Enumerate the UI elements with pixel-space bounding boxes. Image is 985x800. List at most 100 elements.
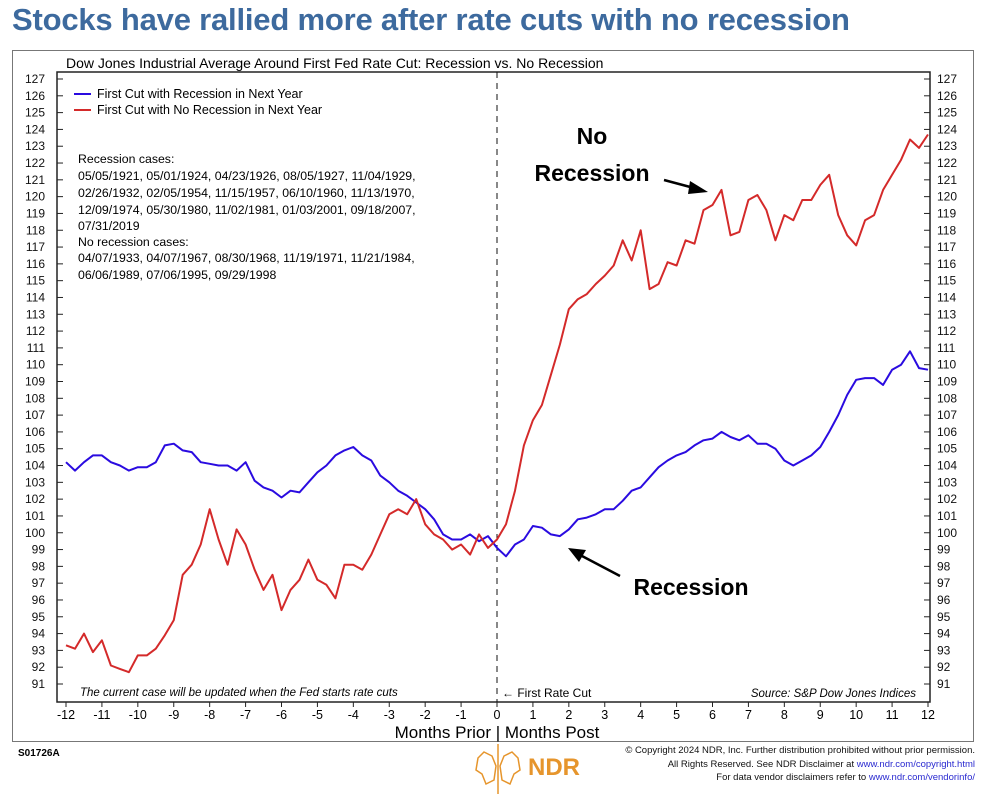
y-tick-label-right: 120 (937, 190, 957, 204)
y-tick-label-left: 96 (32, 593, 46, 607)
logo-text: NDR (528, 754, 580, 781)
vendor-line: For data vendor disclaimers refer to (716, 772, 867, 783)
series-line-no-recession (65, 133, 929, 674)
x-tick-label: -10 (129, 708, 147, 722)
y-tick-label-right: 113 (937, 307, 956, 321)
y-tick-label-right: 99 (937, 543, 951, 557)
no-recession-cases-line: 06/06/1989, 07/06/1995, 09/29/1998 (78, 268, 276, 282)
x-tick-label: -5 (312, 708, 323, 722)
annotation-recession: Recession (633, 574, 748, 600)
y-tick-label-right: 104 (937, 459, 957, 473)
y-tick-label-left: 99 (32, 543, 46, 557)
y-tick-label-right: 105 (937, 442, 957, 456)
y-tick-label-left: 118 (26, 223, 45, 237)
y-tick-label-left: 114 (26, 290, 45, 304)
y-tick-label-left: 120 (25, 190, 45, 204)
y-tick-label-left: 105 (25, 442, 45, 456)
current-case-note: The current case will be updated when th… (80, 687, 398, 699)
y-tick-label-right: 96 (937, 593, 951, 607)
y-tick-label-left: 101 (25, 509, 45, 523)
y-tick-label-right: 106 (937, 425, 957, 439)
x-tick-label: 6 (709, 708, 716, 722)
x-tick-label: 2 (565, 708, 572, 722)
y-tick-label-right: 111 (937, 341, 956, 355)
y-tick-label-right: 118 (937, 223, 956, 237)
x-tick-label: -9 (168, 708, 179, 722)
y-tick-label-right: 98 (937, 559, 951, 573)
legend-label-recession: First Cut with Recession in Next Year (97, 87, 303, 101)
bull-bear-icon (475, 744, 521, 794)
y-tick-label-left: 115 (26, 274, 45, 288)
y-tick-label-left: 102 (25, 492, 45, 506)
y-tick-label-left: 94 (32, 627, 46, 641)
vendor-link[interactable]: www.ndr.com/vendorinfo/ (868, 772, 975, 783)
y-tick-label-right: 125 (937, 106, 957, 120)
recession-cases-header: Recession cases: (78, 152, 174, 166)
y-tick-label-right: 92 (937, 660, 951, 674)
y-tick-label-right: 91 (937, 677, 951, 691)
x-tick-label: 5 (673, 708, 680, 722)
x-axis-label: Months Prior | Months Post (395, 723, 600, 742)
arrow-head-icon (568, 548, 586, 562)
copyright-line: © Copyright 2024 NDR, Inc. Further distr… (625, 745, 975, 756)
y-tick-label-left: 116 (26, 257, 45, 271)
y-tick-label-right: 112 (937, 324, 956, 338)
arrow-no-recession (663, 178, 695, 190)
y-tick-label-right: 110 (937, 358, 956, 372)
y-tick-label-right: 126 (937, 89, 957, 103)
x-tick-label: 11 (886, 708, 899, 722)
arrow-recession (581, 554, 621, 578)
arrow-head-icon (688, 181, 708, 194)
y-tick-label-left: 91 (32, 677, 46, 691)
y-tick-label-left: 112 (26, 324, 45, 338)
copyright-link[interactable]: www.ndr.com/copyright.html (856, 758, 975, 770)
y-tick-label-left: 92 (32, 660, 46, 674)
x-tick-label: 7 (745, 708, 752, 722)
x-tick-label: 1 (529, 708, 536, 722)
y-tick-label-left: 123 (25, 139, 45, 153)
headline: Stocks have rallied more after rate cuts… (12, 2, 850, 37)
y-tick-label-right: 94 (937, 627, 951, 641)
series-line-recession (65, 350, 929, 558)
y-tick-label-right: 100 (937, 526, 957, 540)
y-tick-label-right: 102 (937, 492, 957, 506)
x-tick-label: -4 (348, 708, 359, 722)
recession-cases-line: 07/31/2019 (78, 219, 140, 233)
y-tick-label-right: 97 (937, 576, 951, 590)
y-tick-label-right: 107 (937, 408, 957, 422)
y-tick-label-left: 113 (26, 307, 45, 321)
x-tick-label: 12 (921, 708, 935, 722)
y-tick-label-right: 116 (937, 257, 956, 271)
y-tick-label-right: 122 (937, 156, 957, 170)
y-tick-label-left: 119 (26, 206, 45, 220)
y-tick-label-left: 126 (25, 89, 45, 103)
y-tick-label-left: 106 (25, 425, 45, 439)
y-tick-label-left: 111 (27, 341, 46, 355)
recession-cases-line: 12/09/1974, 05/30/1980, 11/02/1981, 01/0… (78, 203, 416, 217)
y-tick-label-left: 104 (25, 459, 45, 473)
plot-area (56, 71, 931, 703)
annotation-no-recession: No (577, 123, 608, 149)
y-tick-label-left: 103 (25, 475, 45, 489)
x-tick-label: -8 (204, 708, 215, 722)
y-tick-label-right: 103 (937, 475, 957, 489)
no-recession-cases-header: No recession cases: (78, 235, 189, 249)
chart-code: S01726A (18, 748, 60, 759)
y-tick-label-right: 95 (937, 610, 951, 624)
y-tick-label-left: 109 (25, 375, 45, 389)
x-tick-label: -2 (420, 708, 431, 722)
y-tick-label-left: 125 (25, 106, 45, 120)
y-tick-label-right: 114 (937, 290, 956, 304)
y-tick-label-right: 108 (937, 391, 957, 405)
source-note: Source: S&P Dow Jones Indices (751, 688, 916, 700)
y-tick-label-left: 95 (32, 610, 46, 624)
chart-frame (12, 50, 974, 742)
y-tick-label-left: 121 (25, 173, 45, 187)
y-tick-label-right: 117 (937, 240, 956, 254)
ndr-logo: NDR (470, 744, 600, 796)
y-tick-label-left: 127 (25, 72, 45, 86)
y-tick-label-left: 107 (25, 408, 45, 422)
y-tick-label-right: 127 (937, 72, 957, 86)
x-tick-label: -6 (276, 708, 287, 722)
x-tick-label: -12 (57, 708, 75, 722)
